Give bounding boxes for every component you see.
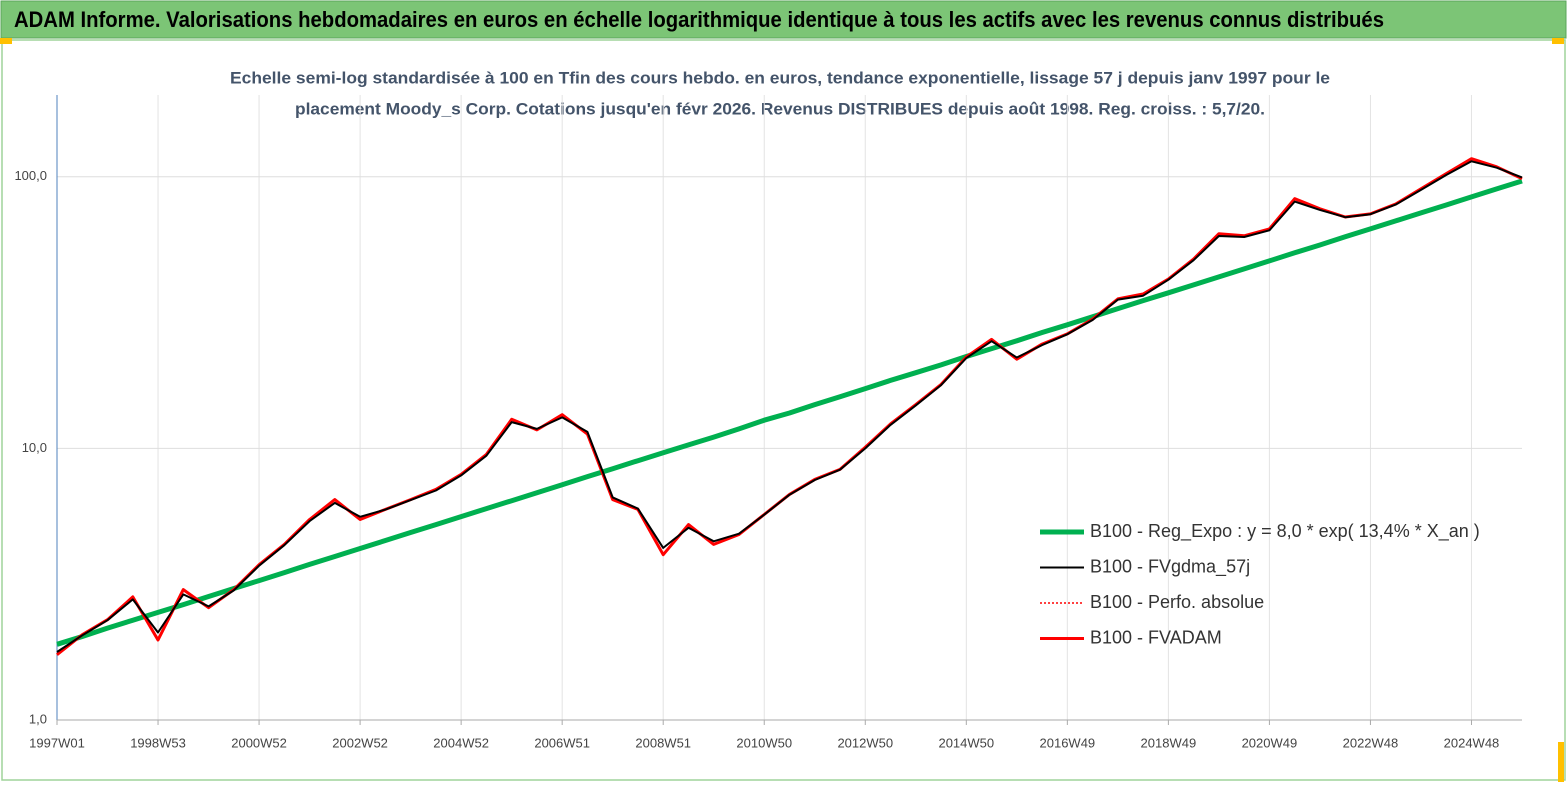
x-tick-label: 2024W48: [1444, 735, 1500, 750]
x-tick-label: 2006W51: [534, 735, 590, 750]
x-tick-label: 2018W49: [1141, 735, 1197, 750]
legend-label: B100 - Perfo. absolue: [1090, 592, 1264, 612]
legend-label: B100 - Reg_Expo : y = 8,0 * exp( 13,4% *…: [1090, 521, 1480, 542]
x-tick-label: 2010W50: [736, 735, 792, 750]
y-tick-label: 10,0: [22, 440, 47, 455]
chart-title: placement Moody_s Corp. Cotations jusqu'…: [295, 99, 1265, 118]
y-tick-label: 1,0: [29, 711, 47, 726]
x-tick-label: 1998W53: [130, 735, 186, 750]
x-tick-label: 2004W52: [433, 735, 489, 750]
legend-label: B100 - FVADAM: [1090, 627, 1222, 647]
corner-mark: [1552, 38, 1564, 44]
y-tick-label: 100,0: [14, 168, 47, 183]
x-tick-label: 2002W52: [332, 735, 388, 750]
header-title: ADAM Informe. Valorisations hebdomadaire…: [14, 7, 1384, 32]
x-tick-label: 2012W50: [837, 735, 893, 750]
series-line: [56, 160, 1523, 653]
chart-frame: [1, 39, 1566, 781]
x-tick-label: 2022W48: [1343, 735, 1399, 750]
x-tick-label: 2000W52: [231, 735, 287, 750]
chart-title: Echelle semi-log standardisée à 100 en T…: [230, 68, 1330, 87]
x-tick-label: 2016W49: [1040, 735, 1096, 750]
corner-mark: [0, 38, 12, 44]
x-tick-label: 2014W50: [938, 735, 994, 750]
x-tick-label: 2020W49: [1242, 735, 1298, 750]
series-line: [56, 157, 1523, 656]
corner-mark: [1558, 742, 1564, 782]
x-tick-label: 2008W51: [635, 735, 691, 750]
x-tick-label: 1997W01: [29, 735, 85, 750]
header-bar: [0, 0, 1567, 39]
series-line: [56, 178, 1523, 647]
plot-area: 1997W01 1998W53 2000W52 2002W52 2004W52 2006W…: [14, 95, 1523, 750]
legend-label: B100 - FVgdma_57j: [1090, 556, 1250, 577]
